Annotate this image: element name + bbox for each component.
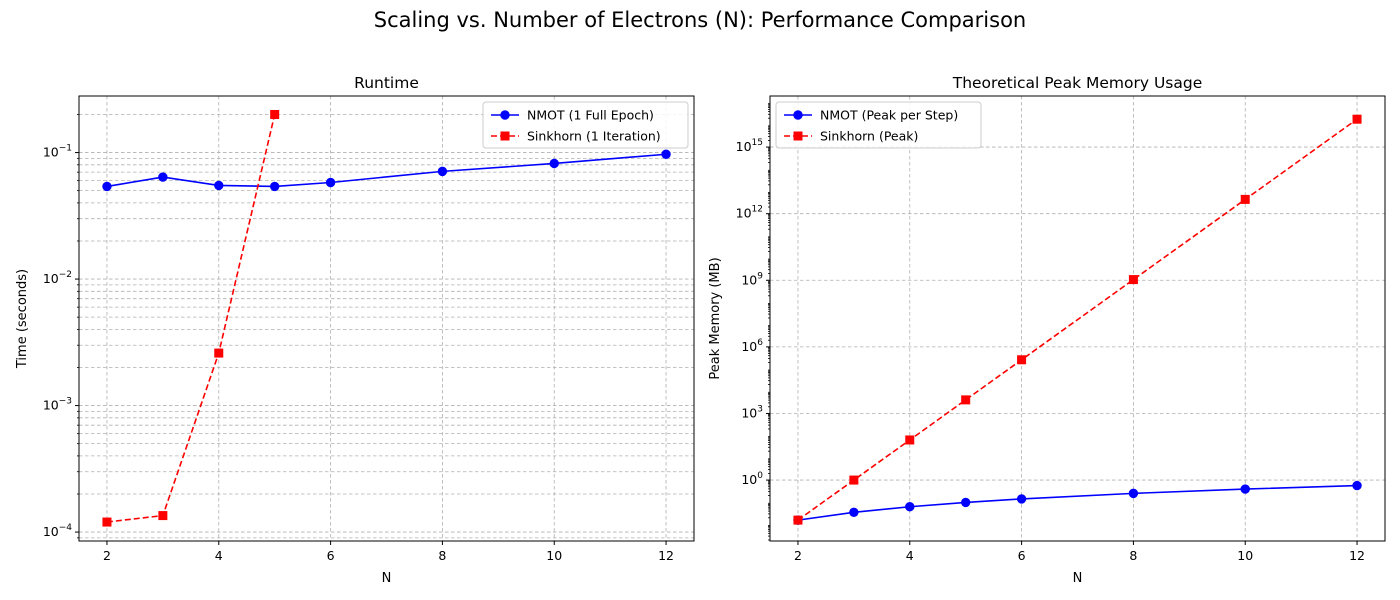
y-tick-label: 10−3 xyxy=(43,397,72,413)
x-tick-label: 2 xyxy=(794,548,802,563)
data-point xyxy=(214,348,224,358)
y-tick-label: 103 xyxy=(741,404,763,420)
x-tick-label: 6 xyxy=(1018,548,1026,563)
series-nmot xyxy=(793,480,1362,525)
data-point xyxy=(102,181,112,192)
x-axis-label: N xyxy=(1073,571,1083,586)
data-point xyxy=(214,180,224,191)
y-tick-label: 1012 xyxy=(736,205,763,221)
y-axis-label: Peak Memory (MB) xyxy=(708,257,723,379)
x-tick-label: 8 xyxy=(438,548,446,563)
y-tick-label: 10−1 xyxy=(43,144,72,160)
y-tick-label: 1015 xyxy=(736,138,763,154)
data-point xyxy=(102,517,112,527)
x-tick-label: 12 xyxy=(658,548,674,563)
x-tick-label: 10 xyxy=(1237,548,1253,563)
grid-lines xyxy=(770,96,1385,541)
series-sinkhorn xyxy=(102,109,280,527)
data-point xyxy=(961,395,971,405)
grid-lines xyxy=(79,96,694,541)
y-axis-label: Time (seconds) xyxy=(15,269,30,369)
legend-label: Sinkhorn (1 Iteration) xyxy=(527,129,661,144)
data-point xyxy=(849,507,859,517)
series-line xyxy=(106,153,667,188)
legend-box xyxy=(482,101,689,149)
data-point xyxy=(1017,355,1027,365)
data-point xyxy=(158,511,168,521)
legend-label: Sinkhorn (Peak) xyxy=(820,129,918,144)
data-point xyxy=(905,435,915,445)
data-point xyxy=(1128,275,1138,285)
data-point xyxy=(1240,194,1250,204)
x-tick-label: 12 xyxy=(1349,548,1365,563)
data-point xyxy=(158,172,168,182)
data-point xyxy=(905,502,915,512)
data-point xyxy=(1016,494,1027,504)
data-point xyxy=(849,475,859,485)
legend: NMOT (1 Full Epoch) Sinkhorn (1 Iteration… xyxy=(482,101,689,149)
data-point xyxy=(437,166,448,177)
data-point xyxy=(1128,488,1139,499)
x-tick-label: 6 xyxy=(327,548,335,563)
y-tick-label: 106 xyxy=(741,338,763,354)
series-line xyxy=(106,114,276,523)
series-nmot xyxy=(102,149,671,192)
legend-label: NMOT (1 Full Epoch) xyxy=(527,108,654,123)
series-line xyxy=(797,484,1358,521)
legend-marker xyxy=(500,131,510,141)
data-point xyxy=(549,158,559,169)
series-line xyxy=(797,118,1358,521)
data-point xyxy=(270,109,280,119)
plot-frame xyxy=(769,95,1386,542)
data-point xyxy=(1352,114,1362,124)
memory-chart: 2 4 6 8 10 1210010310610910121015Theoretical … xyxy=(708,74,1386,586)
legend: NMOT (Peak per Step) Sinkhorn (Peak) xyxy=(775,101,982,149)
legend-marker xyxy=(793,131,803,141)
y-tick-label: 100 xyxy=(741,471,763,487)
y-tick-label: 10−4 xyxy=(43,523,72,539)
runtime-chart: 2 4 6 8 10 12 10−4 10−3 10−2 10−1 Runtime N Time (se… xyxy=(15,74,695,586)
legend-marker xyxy=(500,110,510,120)
chart-title: Theoretical Peak Memory Usage xyxy=(952,74,1203,92)
figure-title: Scaling vs. Number of Electrons (N): Per… xyxy=(373,8,1027,32)
data-point xyxy=(325,177,336,188)
data-point xyxy=(269,181,280,192)
legend-box xyxy=(775,101,982,149)
chart-title: Runtime xyxy=(354,74,419,92)
x-axis-label: N xyxy=(382,571,392,586)
y-tick-label: 109 xyxy=(741,271,763,287)
series-sinkhorn xyxy=(793,114,1362,525)
x-tick-label: 4 xyxy=(215,548,223,563)
legend-marker xyxy=(793,110,803,120)
y-tick-label: 10−2 xyxy=(43,270,72,286)
legend-label: NMOT (Peak per Step) xyxy=(820,108,958,123)
data-point xyxy=(793,515,803,525)
x-tick-label: 4 xyxy=(906,548,914,563)
x-tick-label: 2 xyxy=(103,548,111,563)
x-tick-label: 10 xyxy=(546,548,562,563)
plot-frame xyxy=(78,95,695,542)
data-point xyxy=(661,149,671,159)
data-point xyxy=(1240,484,1250,494)
data-point xyxy=(960,497,971,508)
data-point xyxy=(1352,480,1362,491)
x-tick-label: 8 xyxy=(1129,548,1137,563)
